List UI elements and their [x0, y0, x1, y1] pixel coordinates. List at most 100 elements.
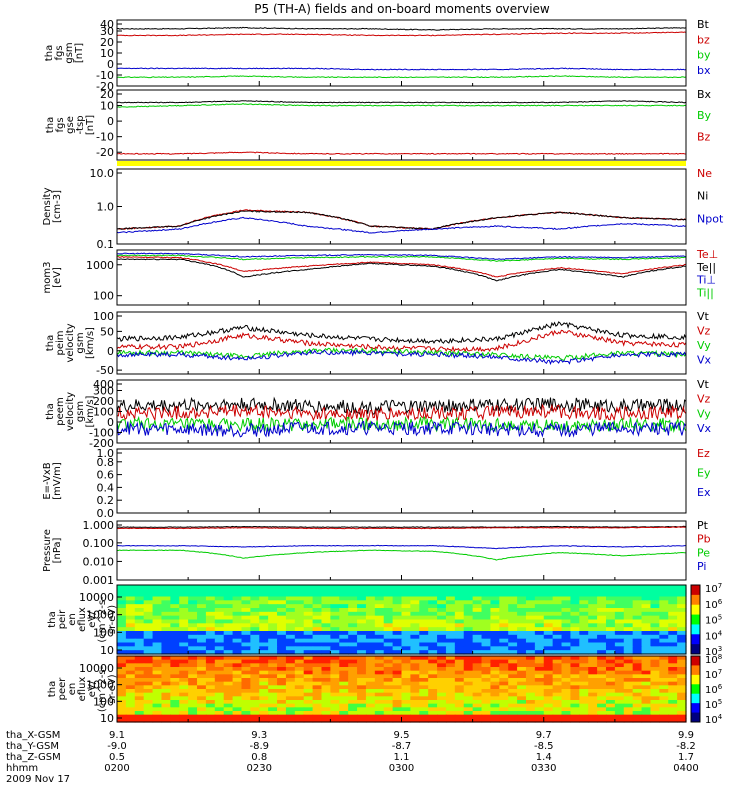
- spectrogram-cell: [259, 588, 269, 594]
- spectrogram-cell: [277, 692, 287, 697]
- spectrogram-cell: [125, 608, 136, 613]
- spectrogram-cell: [339, 619, 349, 624]
- spectrogram-cell: [117, 670, 127, 675]
- spectrogram-cell: [517, 631, 527, 636]
- spectrogram-cell: [597, 608, 607, 613]
- spectrogram-cell: [259, 692, 269, 697]
- spectrogram-cell: [161, 674, 171, 679]
- series-line-bx: [117, 67, 686, 71]
- spectrogram-cell: [365, 615, 376, 621]
- spectrogram-cell: [277, 619, 287, 624]
- spectrogram-cell: [268, 678, 278, 683]
- spectrogram-cell: [357, 674, 367, 679]
- spectrogram-cell: [223, 714, 234, 719]
- spectrogram-cell: [508, 634, 518, 640]
- spectrogram-cell: [463, 585, 474, 590]
- spectrogram-cell: [614, 642, 625, 647]
- spectrogram-cell: [321, 596, 331, 601]
- spectrogram-cell: [552, 681, 563, 686]
- y-axis-label-line: eflux: [77, 677, 88, 702]
- spectrogram-cell: [650, 608, 660, 613]
- spectrogram-cell: [223, 681, 234, 686]
- spectrogram-cell: [223, 663, 234, 668]
- spectrogram-cell: [365, 711, 376, 716]
- spectrogram-cell: [339, 703, 349, 708]
- spectrogram-cell: [508, 674, 518, 679]
- spectrogram-cell: [472, 604, 483, 609]
- spectrogram-cell: [214, 611, 225, 617]
- spectrogram-cell: [143, 642, 154, 647]
- spectrogram-cell: [605, 631, 616, 636]
- legend-by: by: [697, 49, 711, 62]
- spectrogram-cell: [445, 596, 456, 601]
- spectrogram-cell: [392, 718, 403, 723]
- y-axis-label-line: peim: [55, 330, 66, 355]
- spectrogram-cell: [312, 714, 323, 719]
- spectrogram-cell: [134, 596, 145, 601]
- spectrogram-cell: [152, 623, 163, 628]
- spectrogram-cell: [294, 659, 305, 664]
- spectrogram-cell: [143, 692, 154, 697]
- spectrogram-cell: [401, 689, 411, 694]
- spectrogram-cell: [268, 667, 278, 672]
- y-axis-label-line: eV/: [87, 680, 98, 697]
- spectrogram-cell: [392, 615, 403, 621]
- spectrogram-cell: [188, 596, 198, 601]
- spectrogram-cell: [481, 707, 492, 712]
- spectrogram-cell: [125, 615, 136, 621]
- spectrogram-cell: [650, 604, 660, 609]
- spectrogram-cell: [490, 681, 500, 686]
- spectrogram-cell: [543, 711, 554, 716]
- spectrogram-cell: [517, 642, 527, 647]
- spectrogram-cell: [525, 703, 536, 708]
- legend-Bt: Bt: [697, 18, 710, 31]
- spectrogram-cell: [543, 674, 554, 679]
- spectrogram-cell: [205, 703, 216, 708]
- spectrogram-cell: [365, 650, 376, 655]
- spectrogram-cell: [650, 615, 660, 621]
- spectrogram-cell: [525, 692, 536, 697]
- spectrogram-cell: [188, 663, 198, 668]
- spectrogram-cell: [232, 674, 243, 679]
- spectrogram-cell: [525, 611, 536, 617]
- spectrogram-cell: [499, 670, 509, 675]
- spectrogram-cell: [152, 703, 163, 708]
- spectrogram-cell: [437, 674, 447, 679]
- spectrogram-cell: [383, 646, 394, 651]
- spectrogram-cell: [481, 619, 492, 624]
- panel-frame: [116, 448, 687, 514]
- spectrogram-cell: [659, 588, 669, 594]
- spectrogram-cell: [508, 718, 518, 723]
- spectrogram-cell: [410, 634, 420, 640]
- spectrogram-cell: [561, 604, 572, 609]
- spectrogram-cell: [508, 685, 518, 690]
- spectrogram-cell: [534, 707, 545, 712]
- spectrogram-cell: [125, 619, 136, 624]
- spectrogram-cell: [348, 685, 358, 690]
- spectrogram-cell: [481, 696, 492, 701]
- spectrogram-cell: [552, 685, 563, 690]
- spectrogram-cell: [543, 623, 554, 628]
- spectrogram-cell: [677, 585, 687, 590]
- spectrogram-cell: [454, 681, 465, 686]
- spectrogram-cell: [632, 646, 643, 651]
- spectrogram-cell: [561, 678, 572, 683]
- spectrogram-cell: [365, 703, 376, 708]
- spectrogram-cell: [445, 718, 456, 723]
- spectrogram-cell: [357, 638, 367, 644]
- spectrogram-cell: [401, 600, 411, 605]
- spectrogram-cell: [205, 674, 216, 679]
- spectrogram-cell: [481, 678, 492, 683]
- spectrogram-cell: [659, 638, 669, 644]
- spectrogram-cell: [597, 670, 607, 675]
- spectrogram-cell: [508, 631, 518, 636]
- spectrogram-cell: [543, 656, 554, 661]
- colorbar-tick-label: 105: [705, 698, 722, 711]
- spectrogram-cell: [161, 615, 171, 621]
- spectrogram-cell: [517, 623, 527, 628]
- spectrogram-cell: [481, 711, 492, 716]
- spectrogram-cell: [588, 714, 598, 719]
- spectrogram-cell: [205, 670, 216, 675]
- y-tick-label: 1000: [86, 259, 114, 272]
- spectrogram-cell: [241, 670, 251, 675]
